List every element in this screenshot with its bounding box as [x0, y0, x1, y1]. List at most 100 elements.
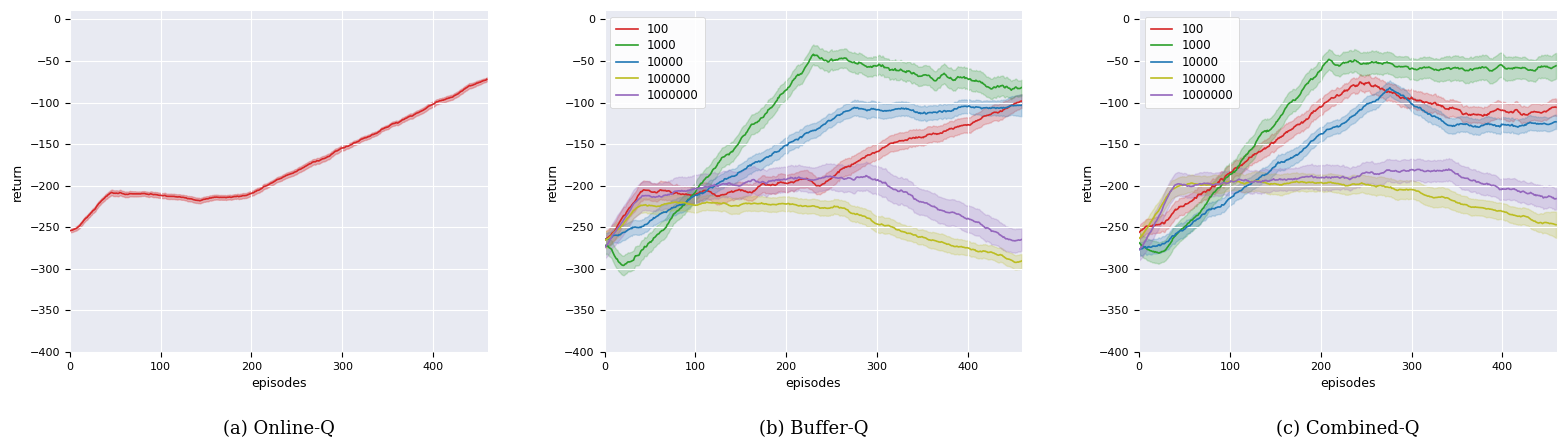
1000: [822, 57, 840, 62]
10000: [734, 167, 753, 172]
1000000: [944, 210, 963, 215]
1000000: [1483, 183, 1502, 188]
10000: [820, 118, 839, 123]
1000000: [949, 212, 967, 217]
10000: [1380, 85, 1399, 90]
100: [1350, 79, 1369, 84]
100: [1131, 230, 1149, 235]
X-axis label: episodes: episodes: [251, 377, 306, 390]
1000: [804, 51, 823, 57]
100000: [820, 205, 839, 211]
10000: [931, 109, 950, 114]
Line: 10000: 10000: [605, 105, 1021, 240]
100: [931, 131, 950, 136]
Line: 10000: 10000: [1140, 88, 1555, 249]
100000: [949, 244, 967, 249]
1000000: [1439, 166, 1458, 172]
Y-axis label: return: return: [11, 162, 24, 201]
1000: [1356, 61, 1375, 66]
1000: [1483, 67, 1502, 73]
Line: 100000: 100000: [1140, 180, 1555, 238]
100: [1355, 82, 1374, 88]
100: [820, 177, 839, 183]
Y-axis label: return: return: [546, 162, 558, 201]
1000000: [933, 208, 952, 213]
1000000: [1131, 247, 1149, 252]
100000: [666, 199, 685, 205]
100: [1468, 112, 1486, 117]
100: [596, 237, 615, 242]
100000: [1479, 206, 1497, 212]
10000: [604, 233, 622, 238]
1000000: [1468, 180, 1486, 185]
1000: [1138, 247, 1157, 252]
100000: [933, 239, 952, 245]
100: [1269, 136, 1287, 141]
1000000: [734, 181, 753, 186]
100: [1138, 224, 1157, 229]
Line: 100000: 100000: [605, 202, 1021, 262]
1000: [1479, 67, 1497, 73]
100000: [1131, 235, 1149, 241]
100: [1011, 99, 1030, 104]
Y-axis label: return: return: [1080, 162, 1093, 201]
100000: [1483, 207, 1502, 212]
1000: [1270, 116, 1289, 121]
1000: [1546, 63, 1565, 68]
100000: [1355, 181, 1374, 187]
Legend: 100, 1000, 10000, 100000, 1000000: 100, 1000, 10000, 100000, 1000000: [1145, 17, 1239, 108]
100000: [596, 238, 615, 243]
1000000: [856, 173, 875, 178]
100000: [944, 243, 963, 249]
Line: 1000: 1000: [605, 54, 1021, 265]
100: [1479, 111, 1497, 117]
X-axis label: episodes: episodes: [786, 377, 840, 390]
10000: [947, 106, 966, 111]
Text: (b) Buffer-Q: (b) Buffer-Q: [759, 420, 869, 438]
1000: [1149, 250, 1168, 256]
Text: (c) Combined-Q: (c) Combined-Q: [1276, 420, 1419, 438]
1000: [1131, 240, 1149, 246]
10000: [1011, 103, 1030, 108]
100000: [1247, 178, 1265, 183]
1000: [1011, 85, 1030, 90]
10000: [596, 238, 615, 243]
Text: (a) Online-Q: (a) Online-Q: [223, 420, 334, 438]
100000: [1546, 222, 1565, 227]
10000: [1468, 124, 1486, 129]
Line: 100: 100: [1140, 82, 1555, 232]
1000000: [1479, 182, 1497, 187]
10000: [1138, 245, 1157, 250]
100: [734, 188, 753, 193]
100000: [1270, 182, 1289, 187]
100: [604, 230, 622, 235]
10000: [1131, 247, 1149, 252]
100000: [1468, 205, 1486, 210]
1000: [1320, 57, 1339, 62]
100: [947, 125, 966, 130]
100: [942, 126, 961, 132]
1000000: [1355, 171, 1374, 176]
100: [1546, 105, 1565, 110]
1000000: [596, 245, 615, 250]
100: [1483, 109, 1502, 114]
1000000: [1269, 177, 1287, 183]
100000: [1011, 258, 1030, 264]
Line: 100: 100: [605, 101, 1021, 240]
1000: [615, 263, 633, 268]
1000000: [1138, 234, 1157, 239]
1000: [949, 74, 967, 80]
1000: [604, 249, 622, 255]
10000: [1546, 119, 1565, 125]
Line: 1000000: 1000000: [605, 176, 1021, 248]
1000: [935, 72, 953, 77]
Line: 1000: 1000: [1140, 59, 1555, 253]
100000: [604, 231, 622, 237]
1000000: [1011, 237, 1030, 242]
Legend: 100, 1000, 10000, 100000, 1000000: 100, 1000, 10000, 100000, 1000000: [610, 17, 704, 108]
10000: [1479, 121, 1497, 126]
100000: [1007, 260, 1025, 265]
100000: [1138, 225, 1157, 230]
100000: [735, 201, 754, 206]
1000000: [604, 232, 622, 238]
